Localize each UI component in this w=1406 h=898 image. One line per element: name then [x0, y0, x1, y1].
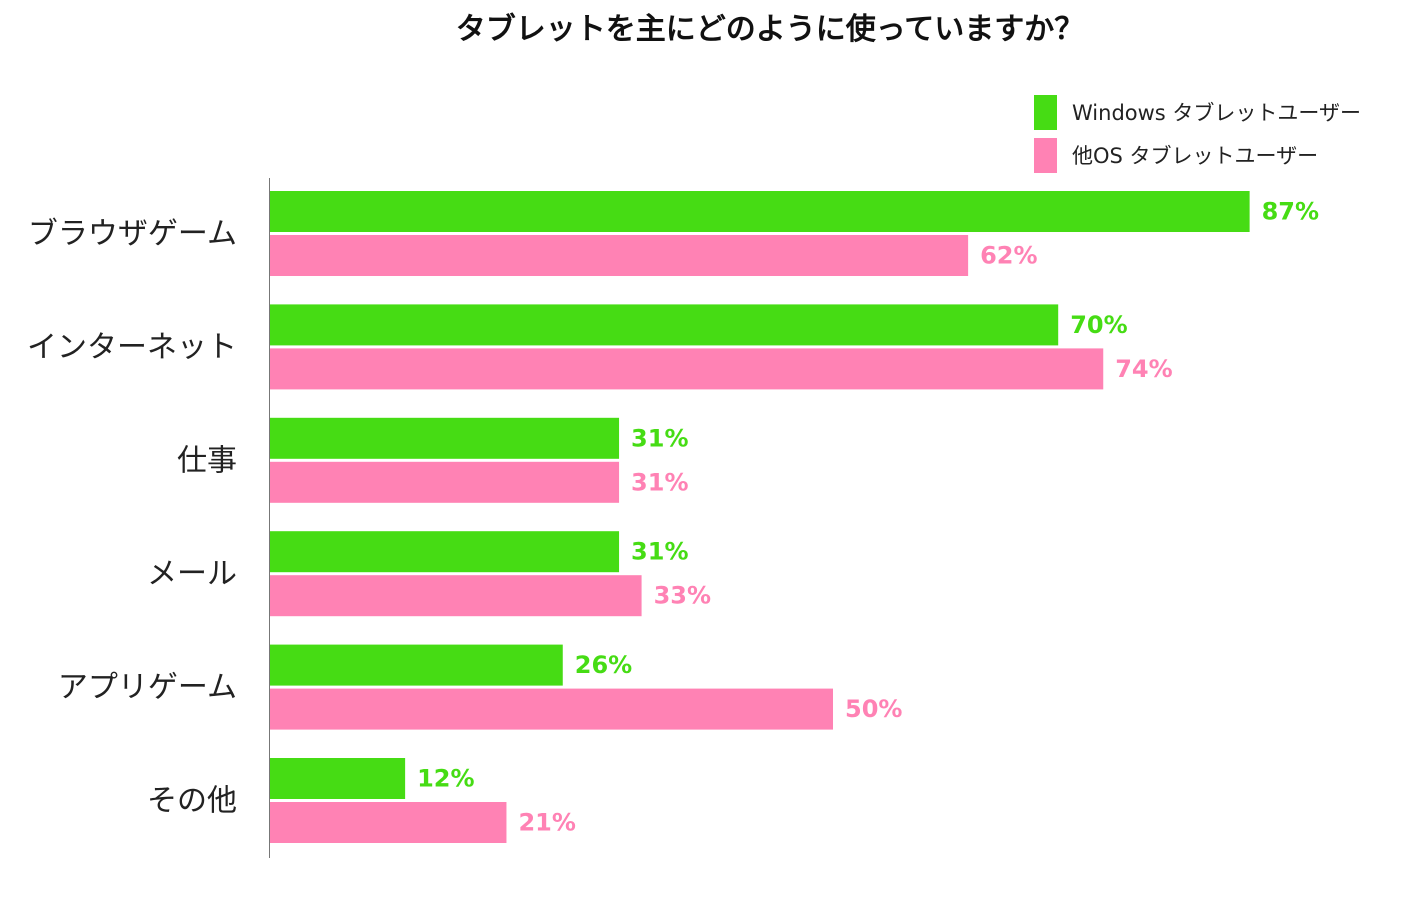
other-os-bar — [270, 461, 620, 503]
data-label: 33% — [654, 582, 711, 610]
legend-label: Windows タブレットユーザー — [1072, 101, 1361, 125]
category-label: メール — [147, 557, 237, 592]
category-label: その他 — [147, 784, 237, 819]
value-labels: 87% 62% 70% 74% 31% 31% 31% 33% 26% 50% 12% 21% — [417, 198, 1319, 837]
windows-bar — [270, 644, 563, 686]
legend-swatch — [1034, 138, 1057, 173]
windows-bar — [270, 758, 406, 799]
data-label: 21% — [518, 809, 575, 837]
data-label: 74% — [1115, 355, 1172, 383]
windows-bar — [270, 191, 1250, 232]
bars — [270, 191, 1250, 843]
windows-bar — [270, 304, 1059, 346]
other-os-bar — [270, 575, 642, 617]
chart-title: タブレットを主にどのように使っていますか？ — [455, 12, 1085, 47]
other-os-bar — [270, 688, 833, 730]
category-label: アプリゲーム — [58, 670, 237, 705]
data-label: 50% — [845, 695, 902, 723]
data-label: 31% — [631, 468, 688, 496]
data-label: 87% — [1262, 198, 1319, 226]
windows-bar — [270, 531, 620, 573]
windows-bar — [270, 417, 620, 459]
data-label: 12% — [417, 765, 474, 793]
data-label: 31% — [631, 538, 688, 566]
data-label: 70% — [1070, 311, 1127, 339]
other-os-bar — [270, 348, 1104, 390]
other-os-bar — [270, 802, 507, 843]
data-label: 26% — [575, 651, 632, 679]
legend-label: 他OS タブレットユーザー — [1072, 144, 1318, 168]
other-os-bar — [270, 235, 969, 276]
data-label: 62% — [980, 242, 1037, 270]
category-label: インターネット — [27, 330, 237, 365]
category-label: ブラウザゲーム — [28, 217, 237, 252]
legend-swatch — [1034, 95, 1057, 130]
category-label: 仕事 — [177, 443, 237, 478]
data-label: 31% — [631, 424, 688, 452]
